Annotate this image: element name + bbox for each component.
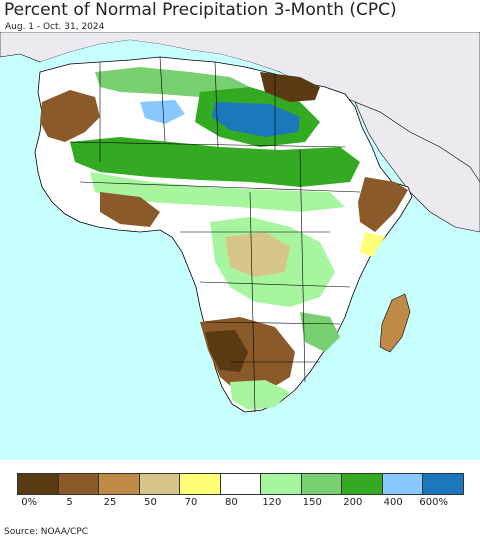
legend-swatch (220, 474, 262, 494)
legend-swatch (261, 474, 302, 494)
legend-tick-label: 5 (66, 497, 73, 508)
patch-green-mozambique (300, 312, 340, 352)
legend-swatch (382, 474, 424, 494)
legend-swatch (58, 474, 100, 494)
patch-yellow-east (360, 232, 385, 257)
mediterranean (40, 40, 330, 90)
patch-light-blue (140, 100, 185, 124)
patch-tan-central (225, 232, 290, 277)
date-range: Aug. 1 - Oct. 31, 2024 (5, 22, 105, 32)
arabian-peninsula (354, 101, 480, 233)
legend-tick-label: 150 (302, 497, 322, 508)
legend-tick-label: 50 (144, 497, 157, 508)
source-note: Source: NOAA/CPC (4, 527, 89, 537)
precipitation-map (0, 32, 480, 460)
legend-swatch (139, 474, 181, 494)
madagascar (379, 293, 411, 353)
legend-tick-label: 600% (419, 497, 448, 508)
legend-tick-label: 200 (343, 497, 363, 508)
legend-ticks: 0% 5 25 50 70 80 120 150 200 400 600% (0, 497, 480, 511)
legend-tick-label: 70 (184, 497, 198, 508)
map-title: Percent of Normal Precipitation 3-Month … (4, 0, 397, 20)
patch-green-sahel (70, 137, 360, 187)
country-borders (69, 56, 361, 413)
color-legend (17, 473, 464, 495)
legend-swatch (301, 474, 343, 494)
patch-dry-hornafrica (358, 177, 408, 232)
legend-swatch (342, 474, 383, 494)
patch-green-southafrica (230, 380, 290, 410)
patch-very-wet-sahara (212, 102, 300, 137)
patch-light-green-sahel (90, 172, 345, 212)
legend-tick-label: 120 (262, 497, 282, 508)
legend-swatch (423, 474, 464, 494)
patch-dry-westafrica (100, 192, 160, 227)
legend-tick-label: 0% (21, 497, 38, 508)
legend-tick-label: 400 (383, 497, 403, 508)
legend-tick-label: 80 (225, 497, 238, 508)
patch-darkdry-namibia (205, 330, 248, 372)
patch-dry-northwest (40, 90, 100, 142)
legend-swatch (18, 474, 59, 494)
legend-swatch (180, 474, 221, 494)
legend-tick-label: 25 (103, 497, 117, 508)
legend-swatch (99, 474, 140, 494)
